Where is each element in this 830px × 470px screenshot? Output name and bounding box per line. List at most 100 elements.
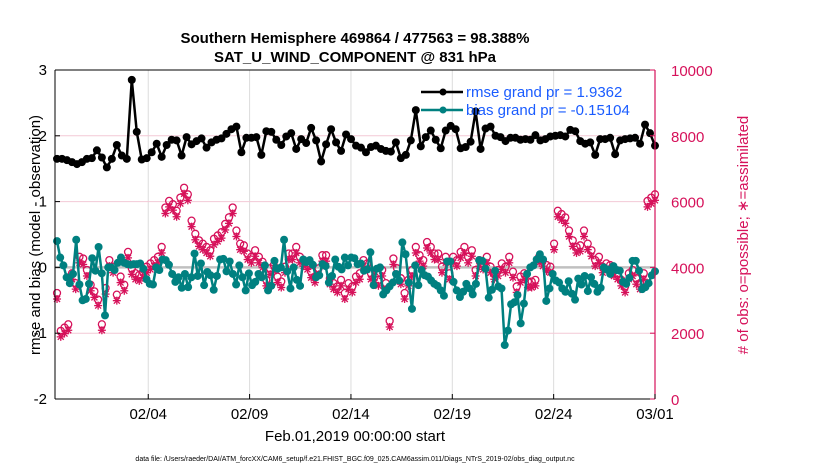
bias-point	[267, 281, 276, 290]
bias-point	[190, 249, 199, 258]
bias-point	[516, 319, 525, 328]
obs-assimilated-marker	[468, 252, 476, 260]
obs-assimilated-marker	[341, 295, 349, 303]
obs-marker	[292, 242, 301, 257]
bias-point	[446, 257, 455, 266]
obs-assimilated-marker	[498, 265, 506, 273]
bias-point	[155, 266, 164, 275]
bias-point	[315, 271, 324, 280]
y2-axis-label: # of obs: o=possible; ∗=assimilated	[735, 116, 752, 355]
rmse-point	[237, 148, 246, 157]
rmse-point	[416, 142, 425, 151]
obs-marker	[176, 193, 185, 208]
obs-assimilated-marker	[218, 234, 225, 242]
bias-point	[72, 235, 81, 244]
obs-marker	[527, 277, 536, 292]
obs-assimilated-marker	[558, 216, 566, 224]
obs-assimilated-marker	[505, 259, 513, 267]
obs-assimilated-marker	[389, 261, 397, 268]
obs-marker	[587, 246, 596, 261]
rmse-point	[162, 141, 171, 150]
obs-marker	[419, 255, 428, 271]
rmse-point	[401, 150, 410, 159]
obs-marker	[123, 247, 133, 262]
bias-point	[590, 279, 599, 288]
obs-marker	[183, 190, 192, 205]
bias-point	[251, 277, 260, 286]
x-tick-label: 02/19	[434, 406, 472, 423]
obs-assimilated-marker	[621, 288, 629, 296]
x-tick-label: 02/24	[535, 406, 573, 423]
obs-assimilated-marker	[330, 285, 338, 293]
rmse-point	[182, 133, 191, 142]
rmse-point	[177, 151, 186, 160]
bias-point	[452, 286, 461, 295]
bias-point	[75, 280, 84, 289]
bias-point	[235, 261, 244, 270]
bias-point	[491, 266, 500, 275]
bias-point	[548, 269, 557, 278]
bias-point	[404, 278, 413, 287]
obs-assimilated-marker	[64, 326, 72, 334]
y2-tick-label: 8000	[671, 129, 704, 146]
bias-point	[97, 269, 106, 278]
obs-assimilated-marker	[199, 246, 207, 254]
rmse-point	[317, 157, 326, 166]
legend: rmse grand pr = 1.9362 bias grand pr = -…	[421, 84, 630, 119]
bias-point	[184, 283, 193, 292]
rmse-point	[147, 148, 156, 157]
bias-point	[615, 266, 624, 275]
x-tick-label: 02/04	[129, 406, 167, 423]
bias-point	[280, 235, 289, 244]
obs-marker	[549, 239, 559, 254]
obs-assimilated-marker	[550, 246, 558, 254]
obs-assimilated-marker	[236, 246, 244, 254]
obs-assimilated-marker	[565, 233, 573, 240]
bias-point	[407, 304, 416, 313]
rmse-point	[531, 131, 540, 140]
rmse-point	[102, 163, 111, 172]
bias-point	[449, 277, 458, 286]
obs-marker	[348, 282, 357, 297]
obs-marker	[64, 320, 73, 335]
bias-point	[471, 279, 480, 288]
obs-assimilated-marker	[453, 262, 461, 270]
bias-point	[206, 271, 215, 280]
rmse-point	[347, 135, 356, 144]
bias-point	[187, 273, 196, 282]
rmse-point	[646, 129, 655, 138]
obs-assimilated-marker	[158, 249, 166, 257]
rmse-point	[327, 125, 336, 134]
bias-point	[337, 265, 346, 274]
obs-assimilated-marker	[195, 242, 203, 250]
rmse-point	[172, 136, 181, 145]
rmse-point	[97, 153, 106, 162]
bias-point	[225, 257, 234, 266]
obs-assimilated-marker	[229, 210, 237, 217]
obs-marker	[90, 287, 99, 302]
bias-point	[331, 255, 340, 264]
bias-point	[193, 271, 202, 280]
bias-point	[174, 273, 183, 282]
rmse-point	[426, 126, 435, 135]
obs-marker	[232, 226, 241, 241]
bias-point	[276, 263, 285, 272]
obs-marker	[385, 316, 394, 331]
obs-marker	[221, 219, 230, 234]
bias-point	[459, 287, 468, 296]
obs-assimilated-marker	[83, 272, 91, 280]
y2-tick-label: 10000	[671, 63, 713, 80]
obs-assimilated-marker	[438, 269, 446, 277]
obs-marker	[400, 288, 409, 304]
y2-tick-label: 6000	[671, 195, 704, 212]
rmse-point	[611, 150, 620, 159]
bias-point	[571, 295, 580, 304]
obs-assimilated-marker	[348, 288, 356, 296]
rmse-point	[451, 125, 460, 134]
bias-point	[468, 290, 477, 299]
obs-marker	[561, 213, 570, 228]
bias-point	[363, 265, 372, 274]
bias-point	[59, 261, 68, 270]
rmse-point	[391, 138, 400, 147]
obs-assimilated-marker	[610, 272, 618, 280]
